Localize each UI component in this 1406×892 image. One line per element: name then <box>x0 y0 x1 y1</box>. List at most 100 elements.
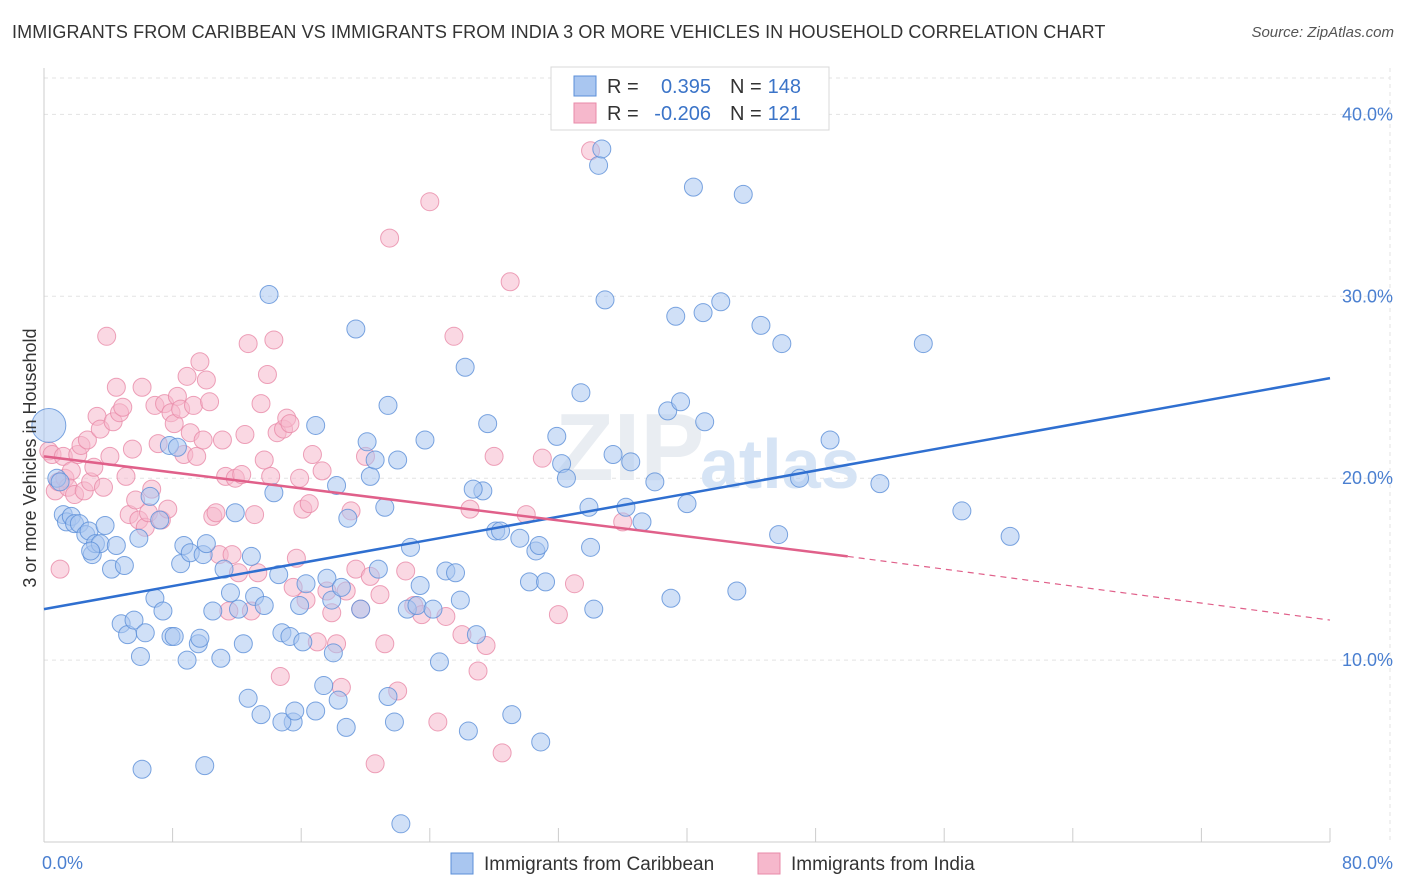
caribbean-point <box>365 450 385 470</box>
india-point <box>122 439 142 459</box>
caribbean-point <box>306 701 326 721</box>
india-point <box>200 392 220 412</box>
x-tick-label-max: 80.0% <box>1342 853 1393 873</box>
y-tick-label: 30.0% <box>1342 286 1393 306</box>
caribbean-point <box>114 556 134 576</box>
caribbean-point <box>1000 526 1020 546</box>
india-point <box>548 605 568 625</box>
caribbean-point <box>351 599 371 619</box>
caribbean-point <box>391 814 411 834</box>
india-point <box>532 448 552 468</box>
caribbean-point <box>446 563 466 583</box>
caribbean-point <box>251 705 271 725</box>
caribbean-point <box>31 407 67 443</box>
india-point <box>299 494 319 514</box>
india-point <box>420 192 440 212</box>
caribbean-point <box>952 501 972 521</box>
caribbean-point <box>423 599 443 619</box>
caribbean-point <box>589 155 609 175</box>
caribbean-point <box>458 721 478 741</box>
india-point <box>428 712 448 732</box>
india-point <box>564 574 584 594</box>
india-point <box>106 377 126 397</box>
caribbean-point <box>455 357 475 377</box>
caribbean-point <box>259 284 279 304</box>
caribbean-point <box>150 510 170 530</box>
legend: R = 0.395 N = 148 R = -0.206 N = 121 <box>550 66 830 131</box>
india-point <box>468 661 488 681</box>
caribbean-point <box>293 632 313 652</box>
india-point <box>116 466 136 486</box>
caribbean-point <box>556 468 576 488</box>
caribbean-point <box>645 472 665 492</box>
caribbean-point <box>269 565 289 585</box>
caribbean-point <box>336 717 356 737</box>
bottom-legend-label-india: Immigrants from India <box>791 854 975 875</box>
legend-r-label-caribbean: R = <box>607 76 639 98</box>
caribbean-point <box>323 643 343 663</box>
india-point <box>132 377 152 397</box>
india-point <box>375 634 395 654</box>
y-tick-labels: 10.0% 20.0% 30.0% 40.0% <box>1342 104 1393 670</box>
caribbean-point <box>407 596 427 616</box>
legend-box <box>550 66 830 131</box>
caribbean-point <box>296 574 316 594</box>
caribbean-point <box>595 290 615 310</box>
caribbean-point <box>272 712 292 732</box>
india-point <box>212 430 232 450</box>
caribbean-point <box>666 306 686 326</box>
caribbean-point <box>536 572 556 592</box>
caribbean-point <box>190 628 210 648</box>
india-point <box>177 366 197 386</box>
caribbean-point <box>375 497 395 517</box>
caribbean-point <box>140 486 160 506</box>
caribbean-point <box>241 546 261 566</box>
caribbean-point <box>603 445 623 465</box>
caribbean-point <box>677 494 697 514</box>
india-point <box>245 505 265 525</box>
bottom-legend: Immigrants from Caribbean Immigrants fro… <box>450 852 975 875</box>
india-trend-line-dashed <box>847 555 1331 621</box>
caribbean-point <box>81 541 101 561</box>
bottom-legend-label-caribbean: Immigrants from Caribbean <box>484 854 714 875</box>
watermark-zip: ZIP <box>555 394 704 501</box>
india-point <box>492 743 512 763</box>
caribbean-point <box>290 596 310 616</box>
caribbean-point <box>410 576 430 596</box>
caribbean-point <box>529 535 549 555</box>
caribbean-point <box>327 475 347 495</box>
caribbean-point <box>167 437 187 457</box>
x-tick-label-min: 0.0% <box>42 853 83 873</box>
india-trend-line <box>43 455 848 558</box>
caribbean-point <box>693 303 713 323</box>
india-point <box>365 754 385 774</box>
legend-swatch-india <box>573 102 597 124</box>
caribbean-point <box>384 712 404 732</box>
y-tick-label: 10.0% <box>1342 650 1393 670</box>
india-point <box>77 430 97 450</box>
caribbean-point <box>450 590 470 610</box>
caribbean-point <box>584 599 604 619</box>
india-point <box>196 370 216 390</box>
caribbean-point <box>658 401 678 421</box>
india-point <box>290 468 310 488</box>
caribbean-point <box>196 534 216 554</box>
caribbean-trend-line <box>43 376 1331 611</box>
legend-n-label-caribbean: N = <box>730 76 762 98</box>
india-point <box>500 272 520 292</box>
india-point <box>444 326 464 346</box>
caribbean-point <box>153 601 173 621</box>
y-tick-label: 20.0% <box>1342 468 1393 488</box>
caribbean-point <box>592 139 612 159</box>
chart-source: Source: ZipAtlas.com <box>1251 24 1394 41</box>
india-point <box>232 465 252 485</box>
watermark: ZIP atlas <box>555 394 860 503</box>
caribbean-point <box>531 732 551 752</box>
legend-n-value-india: 121 <box>768 103 801 125</box>
legend-r-value-caribbean: 0.395 <box>661 76 711 98</box>
y-tick-label: 40.0% <box>1342 104 1393 124</box>
india-point <box>183 395 203 415</box>
caribbean-point <box>463 479 483 499</box>
caribbean-point <box>50 472 70 492</box>
